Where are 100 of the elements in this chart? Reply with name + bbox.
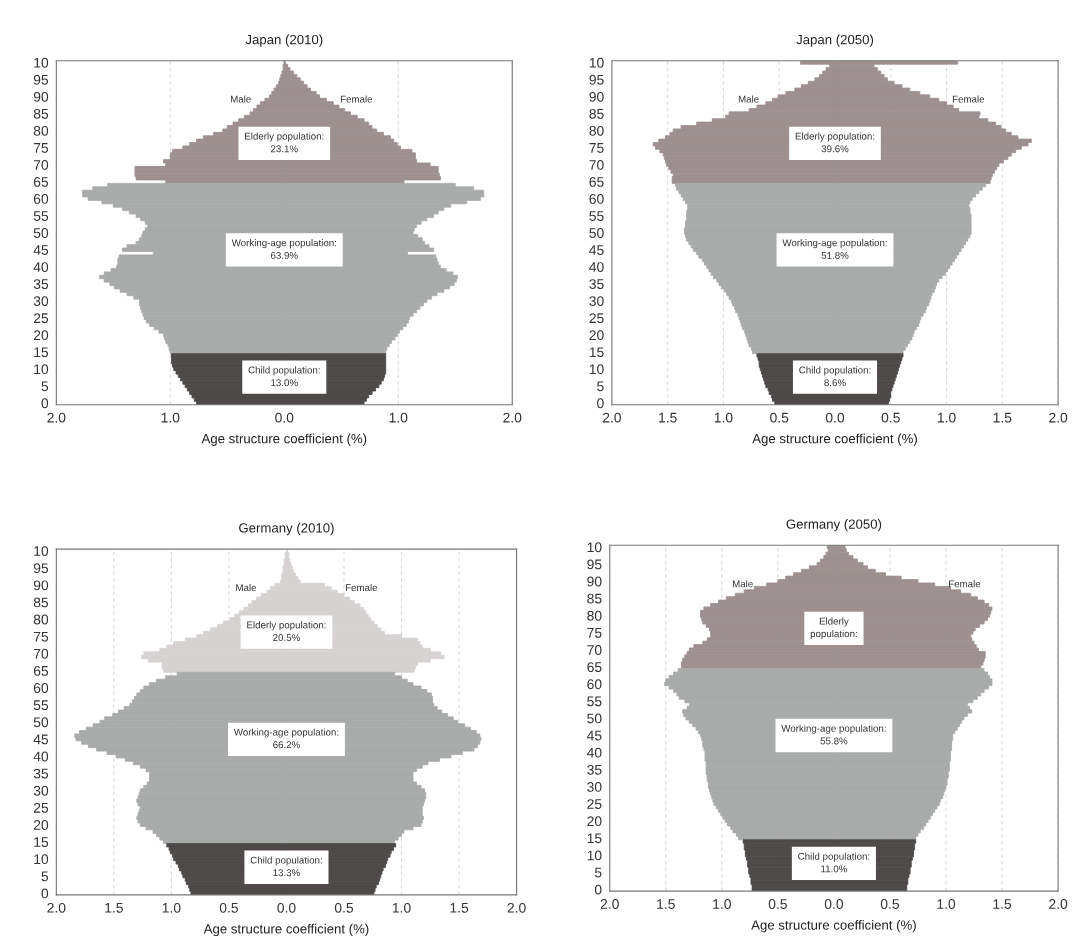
y-tick-label: 45 xyxy=(586,730,602,741)
x-tick-label: 0.5 xyxy=(768,899,787,909)
y-tick-label: 10 xyxy=(587,542,602,553)
chart-title: Germany (2010) xyxy=(239,522,334,536)
y-tick-label: 45 xyxy=(33,734,49,745)
y-tick-label: 10 xyxy=(589,364,604,375)
y-tick-label: 30 xyxy=(33,296,49,307)
y-tick-label: 60 xyxy=(33,194,49,204)
y-tick-label: 25 xyxy=(33,802,49,813)
y-tick-label: 65 xyxy=(33,177,49,187)
x-tick-label: 2.0 xyxy=(602,412,622,423)
annotation: Working-age population: 63.9% xyxy=(231,239,337,259)
y-tick-label: 75 xyxy=(33,631,49,642)
y-tick-label: 20 xyxy=(33,820,49,830)
y-tick-label: 10 xyxy=(34,57,49,68)
series-label: Female xyxy=(952,95,985,103)
y-tick-label: 35 xyxy=(589,279,604,289)
y-tick-label: 70 xyxy=(33,648,49,659)
x-tick-label: 1.5 xyxy=(657,899,675,909)
y-tick-label: 90 xyxy=(33,91,49,102)
x-tick-label: 2.0 xyxy=(47,412,66,423)
y-tick-label: 60 xyxy=(33,683,49,693)
y-tick-label: 25 xyxy=(587,799,602,809)
y-tick-label: 40 xyxy=(589,262,604,272)
y-tick-label: 95 xyxy=(589,74,604,85)
series-label: Male xyxy=(738,95,759,103)
y-tick-label: 5 xyxy=(41,871,49,882)
y-tick-label: 50 xyxy=(589,228,604,238)
annotation: Child population: 11.0% xyxy=(798,852,870,873)
y-tick-label: 35 xyxy=(33,279,49,289)
y-tick-label: 5 xyxy=(597,381,604,392)
y-tick-label: 40 xyxy=(586,747,602,758)
y-tick-label: 90 xyxy=(33,580,49,591)
y-tick-label: 75 xyxy=(589,143,604,153)
series-label: Male xyxy=(230,95,251,103)
y-tick-label: 45 xyxy=(33,245,49,255)
y-tick-label: 55 xyxy=(587,696,602,707)
x-tick-label: 1.5 xyxy=(450,903,469,913)
chart-title: Japan (2050) xyxy=(796,34,874,47)
annotation: Working-age population: 66.2% xyxy=(233,728,339,749)
y-tick-label: 0 xyxy=(597,398,604,409)
x-tick-label: 0.0 xyxy=(275,412,294,423)
x-tick-label: 0.5 xyxy=(219,902,238,913)
x-tick-label: 1.0 xyxy=(937,412,956,423)
y-tick-label: 30 xyxy=(587,782,602,792)
y-tick-label: 10 xyxy=(34,546,49,556)
series-label: Female xyxy=(345,583,378,592)
annotation: Child population: 8.6% xyxy=(799,366,871,387)
x-tick-label: 1.0 xyxy=(713,899,731,909)
y-tick-label: 65 xyxy=(33,665,49,676)
series-label: Female xyxy=(949,580,981,588)
y-tick-label: 65 xyxy=(589,177,604,187)
annotation: Elderly population: 23.1% xyxy=(245,132,324,153)
y-tick-label: 25 xyxy=(33,313,49,324)
y-tick-label: 75 xyxy=(33,143,49,153)
y-tick-label: 75 xyxy=(587,628,602,638)
annotation: Working-age population: 51.8% xyxy=(782,239,887,259)
series-label: Male xyxy=(236,583,257,592)
annotation: Elderly population: xyxy=(810,617,857,640)
y-tick-label: 15 xyxy=(34,347,49,358)
y-tick-label: 10 xyxy=(34,854,49,865)
y-tick-label: 35 xyxy=(587,764,602,775)
x-tick-label: 2.0 xyxy=(507,902,526,913)
x-tick-label: 1.0 xyxy=(392,902,411,913)
y-tick-label: 50 xyxy=(587,713,602,724)
y-tick-label: 95 xyxy=(587,559,602,570)
y-tick-label: 65 xyxy=(587,662,602,673)
y-tick-label: 85 xyxy=(33,108,49,119)
x-tick-label: 2.0 xyxy=(600,899,619,909)
y-tick-label: 0 xyxy=(594,884,602,895)
y-tick-label: 30 xyxy=(589,296,604,307)
annotation: Child population: 13.3% xyxy=(250,856,322,877)
y-tick-label: 55 xyxy=(589,211,604,221)
x-tick-label: 1.5 xyxy=(659,412,677,423)
y-tick-label: 10 xyxy=(587,850,602,861)
y-tick-label: 5 xyxy=(594,867,602,878)
x-axis-title: Age structure coefficient (%) xyxy=(752,433,917,446)
y-tick-label: 10 xyxy=(589,57,604,68)
y-tick-label: 60 xyxy=(589,194,604,204)
y-tick-label: 80 xyxy=(589,125,604,136)
x-tick-label: 2.0 xyxy=(47,902,66,913)
x-tick-label: 0.5 xyxy=(880,899,900,909)
x-tick-label: 2.0 xyxy=(1049,899,1068,909)
y-tick-label: 85 xyxy=(33,597,49,608)
y-tick-label: 70 xyxy=(589,159,604,170)
y-tick-label: 0 xyxy=(41,398,49,409)
x-tick-label: 1.5 xyxy=(105,903,123,913)
y-tick-label: 50 xyxy=(33,717,49,728)
x-tick-label: 1.0 xyxy=(714,412,733,423)
y-tick-label: 40 xyxy=(33,751,49,762)
y-tick-label: 15 xyxy=(587,833,602,844)
x-tick-label: 1.5 xyxy=(993,899,1012,909)
y-tick-label: 20 xyxy=(589,330,604,341)
x-axis-title: Age structure coefficient (%) xyxy=(201,433,367,446)
x-tick-label: 0.5 xyxy=(334,902,354,913)
y-tick-label: 70 xyxy=(33,159,49,170)
y-tick-label: 10 xyxy=(34,364,49,375)
y-tick-label: 0 xyxy=(41,888,49,899)
y-tick-label: 95 xyxy=(33,563,49,574)
x-tick-label: 1.0 xyxy=(161,412,180,423)
